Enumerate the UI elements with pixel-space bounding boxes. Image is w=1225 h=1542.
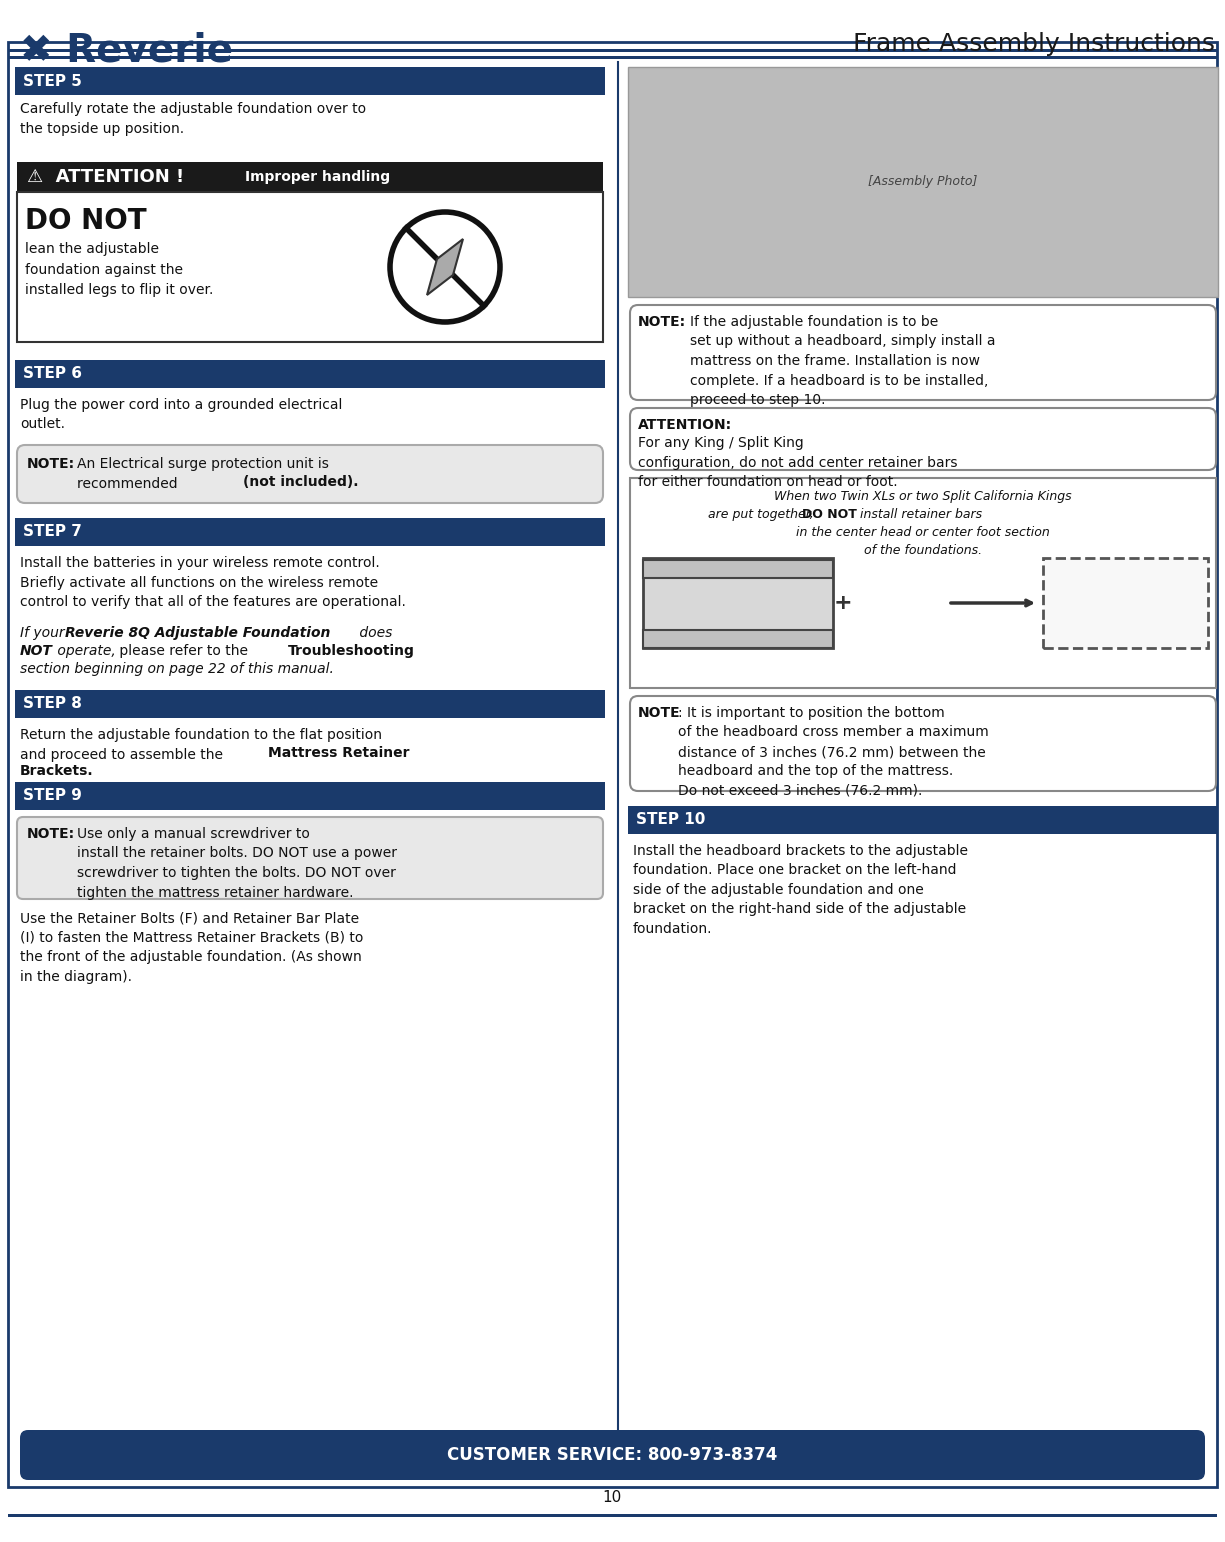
Text: NOT: NOT (20, 645, 53, 658)
Text: STEP 10: STEP 10 (636, 813, 706, 828)
Bar (628, 806, 1218, 834)
Text: Use the Retainer Bolts (F) and Retainer Bar Plate
(I) to fasten the Mattress Ret: Use the Retainer Bolts (F) and Retainer … (20, 911, 364, 984)
Text: An Electrical surge protection unit is
recommended: An Electrical surge protection unit is r… (77, 456, 328, 490)
FancyBboxPatch shape (630, 305, 1216, 399)
Text: Improper handling: Improper handling (245, 170, 390, 183)
FancyBboxPatch shape (17, 817, 603, 899)
Bar (15, 782, 605, 810)
Text: STEP 5: STEP 5 (23, 74, 82, 88)
Text: in the center head or center foot section: in the center head or center foot sectio… (796, 526, 1050, 540)
Circle shape (390, 211, 500, 322)
Bar (9, 49, 1216, 52)
Text: Plug the power cord into a grounded electrical
outlet.: Plug the power cord into a grounded elec… (20, 398, 342, 432)
Text: 10: 10 (603, 1490, 621, 1505)
Text: DO NOT: DO NOT (802, 507, 856, 521)
Bar (17, 162, 603, 193)
Text: (not included).: (not included). (243, 475, 359, 489)
Bar (643, 560, 833, 578)
Text: STEP 7: STEP 7 (23, 524, 82, 540)
Text: Use only a manual screwdriver to
install the retainer bolts. DO NOT use a power
: Use only a manual screwdriver to install… (77, 827, 397, 899)
Bar (15, 689, 605, 719)
Bar (15, 518, 605, 546)
Bar (9, 1514, 1216, 1517)
Text: Brackets.: Brackets. (20, 763, 93, 779)
Text: ATTENTION:: ATTENTION: (638, 418, 733, 432)
Text: of the foundations.: of the foundations. (864, 544, 982, 557)
Text: Install the batteries in your wireless remote control.
Briefly activate all func: Install the batteries in your wireless r… (20, 557, 405, 609)
Text: : It is important to position the bottom
of the headboard cross member a maximum: : It is important to position the bottom… (677, 706, 989, 799)
Text: STEP 6: STEP 6 (23, 367, 82, 381)
Polygon shape (428, 239, 463, 295)
Bar (1042, 558, 1208, 648)
Text: Reverie 8Q Adjustable Foundation: Reverie 8Q Adjustable Foundation (65, 626, 331, 640)
Text: Frame Assembly Instructions: Frame Assembly Instructions (853, 32, 1215, 56)
Text: please refer to the: please refer to the (115, 645, 252, 658)
Text: install retainer bars: install retainer bars (856, 507, 982, 521)
Text: STEP 8: STEP 8 (23, 697, 82, 711)
Text: section beginning on page 22 of this manual.: section beginning on page 22 of this man… (20, 662, 334, 675)
Bar (15, 359, 605, 389)
Text: lean the adjustable
foundation against the
installed legs to flip it over.: lean the adjustable foundation against t… (24, 242, 213, 298)
Text: When two Twin XLs or two Split California Kings: When two Twin XLs or two Split Californi… (774, 490, 1072, 503)
Text: NOTE:: NOTE: (27, 456, 75, 470)
Bar (630, 478, 1216, 688)
Text: For any King / Split King
configuration, do not add center retainer bars
for eit: For any King / Split King configuration,… (638, 436, 958, 489)
Text: STEP 9: STEP 9 (23, 788, 82, 803)
FancyBboxPatch shape (630, 695, 1216, 791)
Text: DO NOT: DO NOT (24, 207, 147, 234)
Bar (9, 56, 1216, 59)
Bar (17, 193, 603, 342)
Bar (15, 66, 605, 96)
Text: Troubleshooting: Troubleshooting (288, 645, 415, 658)
Text: NOTE:: NOTE: (638, 315, 686, 328)
Text: If the adjustable foundation is to be
set up without a headboard, simply install: If the adjustable foundation is to be se… (690, 315, 996, 407)
Text: ✖ Reverie: ✖ Reverie (20, 32, 233, 69)
FancyBboxPatch shape (17, 446, 603, 503)
Text: are put together,: are put together, (708, 507, 818, 521)
Text: Mattress Retainer: Mattress Retainer (268, 746, 409, 760)
Text: +: + (834, 594, 853, 614)
Text: operate,: operate, (53, 645, 115, 658)
Text: If your: If your (20, 626, 69, 640)
Text: Carefully rotate the adjustable foundation over to
the topside up position.: Carefully rotate the adjustable foundati… (20, 102, 366, 136)
Text: Return the adjustable foundation to the flat position
and proceed to assemble th: Return the adjustable foundation to the … (20, 728, 382, 762)
FancyBboxPatch shape (630, 409, 1216, 470)
Text: CUSTOMER SERVICE: 800-973-8374: CUSTOMER SERVICE: 800-973-8374 (447, 1446, 777, 1463)
Text: [Assembly Photo]: [Assembly Photo] (869, 176, 978, 188)
Text: does: does (355, 626, 392, 640)
Text: ⚠  ATTENTION !: ⚠ ATTENTION ! (27, 168, 184, 187)
FancyBboxPatch shape (20, 1429, 1205, 1480)
Text: Install the headboard brackets to the adjustable
foundation. Place one bracket o: Install the headboard brackets to the ad… (633, 843, 968, 936)
Bar (643, 558, 833, 648)
Bar (643, 631, 833, 648)
Bar (628, 66, 1218, 298)
Text: NOTE:: NOTE: (27, 827, 75, 840)
Text: NOTE: NOTE (638, 706, 681, 720)
